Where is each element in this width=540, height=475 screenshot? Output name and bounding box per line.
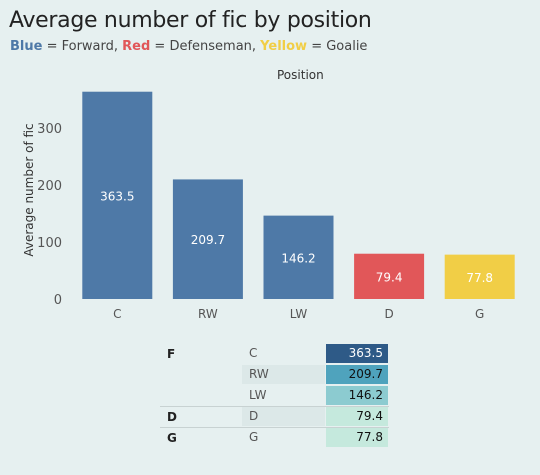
table-divider [160, 406, 389, 407]
legend-blue-word: Blue [10, 39, 43, 54]
table-row: F C 363.5 [160, 344, 389, 365]
table-position: C [249, 346, 258, 360]
table-group: D [167, 410, 177, 424]
legend-red-word: Red [122, 39, 151, 54]
bar-value-label: 146.2 [281, 251, 315, 265]
x-tick-label: RW [198, 307, 218, 321]
table-value: 363.5 [326, 344, 388, 363]
table-position: D [242, 407, 325, 426]
y-tick-label: 300 [37, 122, 62, 137]
table-position: LW [249, 388, 267, 402]
table-value: 79.4 [326, 407, 388, 426]
bar-value-label: 77.8 [466, 271, 493, 285]
table-divider [160, 427, 389, 428]
table-position: G [249, 430, 259, 444]
x-tick-label: G [475, 307, 484, 321]
table-group: G [167, 431, 177, 445]
table-value: 209.7 [326, 365, 388, 384]
table-group: F [167, 347, 176, 361]
x-tick-label: D [384, 307, 393, 321]
table-row: LW 146.2 [160, 386, 389, 407]
bar [82, 91, 153, 299]
bar-value-label: 209.7 [191, 233, 225, 247]
table-row: D D 79.4 [160, 407, 389, 428]
table-value: 77.8 [326, 428, 388, 447]
table-row: RW 209.7 [160, 365, 389, 386]
bar-chart: 0 100 200 300 363.5 C 209.7 RW 146.2 LW 79.4 D 77.8 G [37, 91, 515, 321]
x-axis-title: Position [277, 68, 324, 82]
bar-value-label: 79.4 [376, 270, 403, 284]
bar-value-label: 363.5 [100, 189, 134, 203]
bar [444, 254, 515, 299]
table-row: G G 77.8 [160, 428, 389, 449]
x-tick-label: LW [290, 307, 308, 321]
summary-table: F C 363.5 RW 209.7 LW 146.2 D D 79.4 G G… [160, 344, 389, 449]
legend-yellow-word: Yellow [260, 39, 308, 54]
x-tick-label: C [113, 307, 121, 321]
legend-blue-text: = Forward, [42, 39, 123, 54]
y-tick-label: 200 [37, 179, 62, 194]
color-legend: Blue = Forward, Red = Defenseman, Yellow… [10, 39, 367, 54]
legend-yellow-text: = Goalie [307, 39, 368, 54]
bar [263, 215, 334, 299]
bar [354, 253, 425, 299]
bar [172, 179, 243, 299]
legend-red-text: = Defenseman, [150, 39, 261, 54]
chart-title: Average number of fic by position [9, 8, 372, 33]
table-position: RW [242, 365, 325, 384]
table-value: 146.2 [326, 386, 388, 405]
y-tick-label: 100 [37, 236, 62, 251]
y-tick-label: 0 [54, 293, 62, 308]
